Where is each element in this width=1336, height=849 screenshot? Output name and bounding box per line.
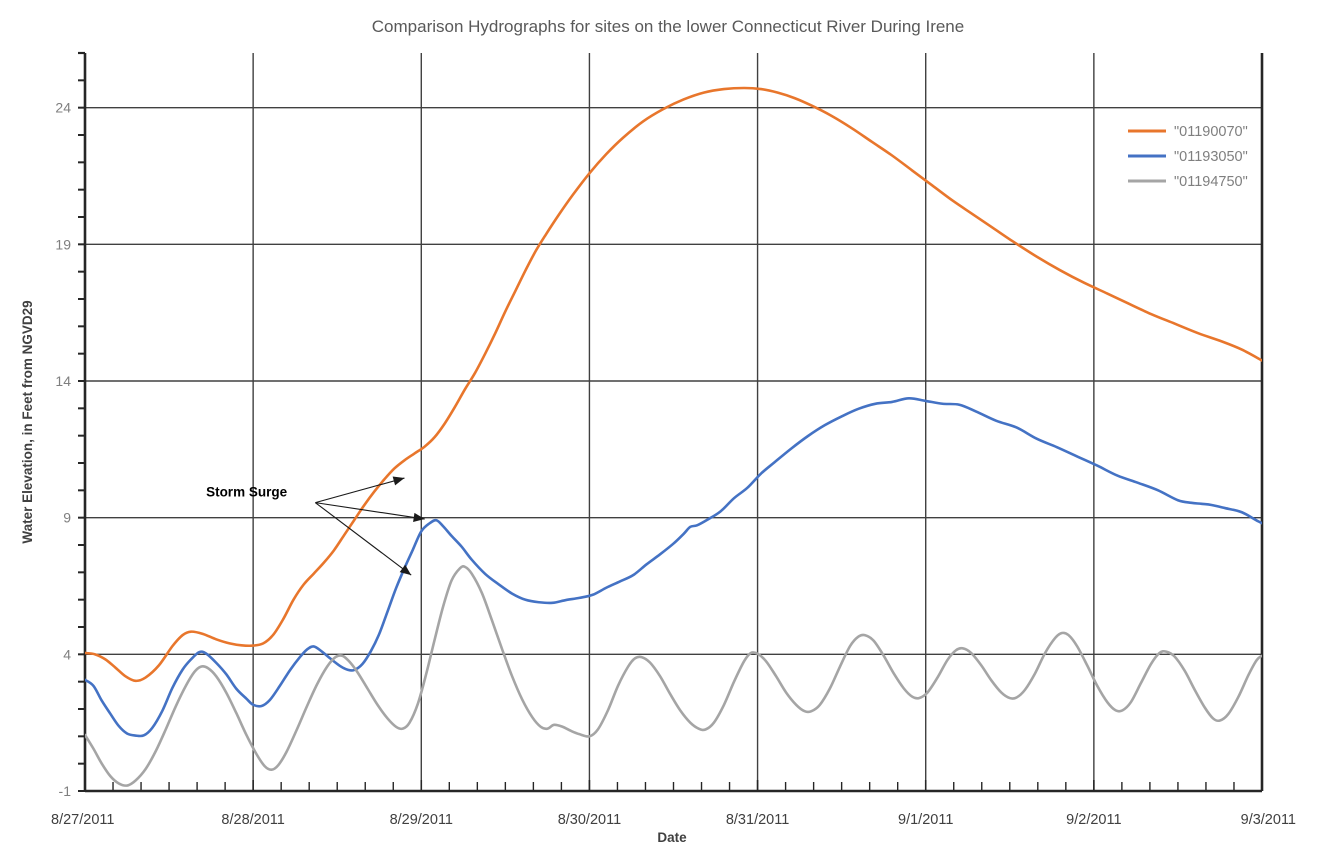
chart-legend: "01190070" "01193050" "01194750" bbox=[1128, 124, 1248, 190]
data-series-lines bbox=[85, 86, 1262, 787]
x-tick-label: 8/31/2011 bbox=[726, 812, 789, 828]
annotation-arrow-line bbox=[315, 477, 405, 504]
x-tick-label: 8/29/2011 bbox=[390, 812, 453, 828]
annotation-label: Storm Surge bbox=[206, 485, 288, 500]
legend-label-2: "01194750" bbox=[1174, 174, 1248, 190]
x-tick-label: 9/2/2011 bbox=[1066, 812, 1121, 828]
x-tick-label: 9/3/2011 bbox=[1241, 812, 1296, 828]
y-tick-label: 4 bbox=[63, 646, 71, 662]
series-line-0 bbox=[85, 86, 1262, 683]
legend-label-1: "01193050" bbox=[1174, 149, 1248, 165]
annotation-arrow-head bbox=[399, 564, 412, 576]
annotation-arrow-line bbox=[315, 502, 412, 576]
chart-title: Comparison Hydrographs for sites on the … bbox=[372, 17, 964, 36]
x-tick-labels: 8/27/2011 8/28/2011 8/29/2011 8/30/2011 8/31… bbox=[51, 812, 1296, 828]
y-tick-label: -1 bbox=[59, 783, 72, 799]
series-line-2 bbox=[85, 565, 1262, 787]
y-tick-label: 24 bbox=[55, 100, 71, 116]
y-tick-label: 14 bbox=[55, 373, 71, 389]
y-tick-label: 19 bbox=[55, 236, 71, 252]
gridlines bbox=[85, 53, 1262, 792]
legend-label-0: "01190070" bbox=[1174, 124, 1248, 140]
annotation-arrow-head bbox=[413, 512, 425, 522]
chart-annotations: Storm Surge bbox=[206, 476, 425, 576]
y-tick-label: 9 bbox=[63, 510, 71, 526]
y-tick-labels: -1 4 9 14 19 24 bbox=[55, 100, 71, 799]
x-tick-label: 8/27/2011 bbox=[51, 812, 114, 828]
annotation-arrow-head bbox=[392, 476, 405, 486]
series-line-1 bbox=[85, 396, 1262, 738]
x-tick-label: 8/28/2011 bbox=[221, 812, 284, 828]
x-tick-label: 8/30/2011 bbox=[558, 812, 621, 828]
annotation-arrow-line bbox=[315, 502, 425, 520]
x-tick-label: 9/1/2011 bbox=[898, 812, 953, 828]
axis-lines bbox=[78, 51, 1264, 793]
x-axis-label: Date bbox=[657, 830, 687, 845]
y-axis-label: Water Elevation, in Feet from NGVD29 bbox=[20, 300, 35, 543]
